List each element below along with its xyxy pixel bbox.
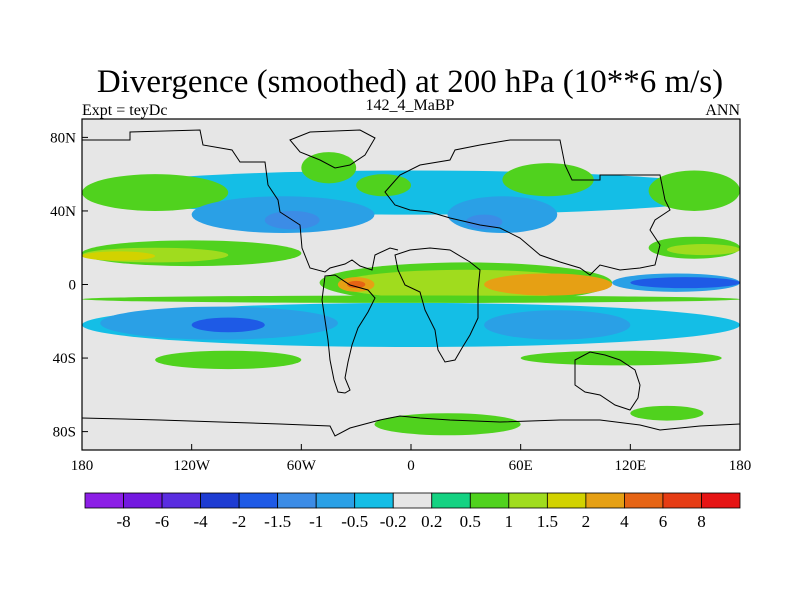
period-label: 142_4_MaBP [366,97,455,114]
colorbar-swatch [469,492,510,509]
colorbar-swatch [392,492,433,509]
y-axis: 80N 40N 0 40S 80S [50,130,88,441]
y-tick-label: 0 [69,278,77,294]
colorbar-label: 1.5 [537,512,558,531]
contour-region-31 [630,405,704,421]
contour-region-4 [356,174,412,197]
contour-region-25 [484,310,631,340]
coastline-australia [574,351,641,411]
x-axis: 180 120W 60W 0 60E 120E 180 [71,444,752,474]
contour-region-26 [191,317,265,333]
contour-region-2 [82,174,229,211]
colorbar-label: -1.5 [264,512,291,531]
colorbar-label: 8 [697,512,706,531]
colorbar-swatch [123,492,163,509]
contour-region-28 [155,350,302,370]
colorbar-label: 4 [620,512,629,531]
colorbar-label: 1 [505,512,514,531]
experiment-label: Expt = teyDc [82,102,167,119]
colorbar-label: -2 [232,512,246,531]
contour-region-8 [447,196,558,234]
contour-region-3 [301,152,357,184]
contour-region-15 [666,244,740,256]
coastline-south-america [321,274,376,394]
season-label: ANN [705,102,740,119]
coastline-eurasia [384,139,671,276]
contour-region-30 [374,413,521,436]
colorbar-label: 0.5 [460,512,481,531]
contour-region-10 [465,214,503,230]
contour-region-22 [630,277,740,289]
colorbar-swatch [315,492,356,509]
colorbar-label: -0.2 [380,512,407,531]
contour-region-6 [648,170,740,211]
x-tick-label: 60W [287,458,317,474]
colorbar-swatch [546,492,587,509]
x-tick-label: 120W [173,458,211,474]
x-tick-label: 180 [729,458,752,474]
colorbar-swatch [354,492,394,509]
colorbar-swatch [585,492,625,509]
x-tick-label: 60E [509,458,533,474]
coastline-outlines [82,129,740,437]
colorbar-swatch [662,492,702,509]
divergence-field [82,152,740,436]
y-tick-label: 80S [53,425,76,441]
coastline-africa [394,247,481,363]
colorbar-label: -4 [194,512,209,531]
colorbar-swatch [238,492,279,509]
contour-region-13 [82,251,156,261]
x-tick-label: 180 [71,458,94,474]
colorbar-label: 2 [582,512,591,531]
y-tick-label: 40S [53,351,76,367]
colorbar-swatch [701,492,741,509]
colorbar-swatch [508,492,548,509]
coastline-greenland [289,129,376,169]
x-tick-label: 0 [407,458,415,474]
colorbar-swatch [161,492,201,509]
colorbar-swatch [84,492,124,509]
colorbar-swatch [277,492,317,509]
colorbar-label: -6 [155,512,169,531]
colorbar-label: -1 [309,512,323,531]
colorbar-label: 6 [659,512,668,531]
contour-region-20 [347,280,366,289]
contour-region-29 [520,350,722,366]
y-tick-label: 40N [50,204,76,220]
colorbar-label: 0.2 [421,512,442,531]
y-tick-label: 80N [50,130,76,146]
x-tick-label: 120E [614,458,646,474]
coastline-north-america [82,129,399,273]
contour-region-19 [484,273,613,296]
contour-region-5 [502,163,594,197]
coastline-antarctica [82,415,740,437]
chart-title: Divergence (smoothed) at 200 hPa (10**6 … [97,64,723,100]
colorbar-swatch [200,492,240,509]
colorbar-label: -0.5 [341,512,368,531]
colorbar-swatch [431,492,471,509]
colorbar: -8 -6 -4 -2 -1.5 -1 -0.5 -0.2 0.2 0.5 1 1.5 2 4 6 8 [84,492,741,531]
colorbar-label: -8 [116,512,130,531]
contour-region-27 [82,295,740,303]
colorbar-swatch [624,492,664,509]
